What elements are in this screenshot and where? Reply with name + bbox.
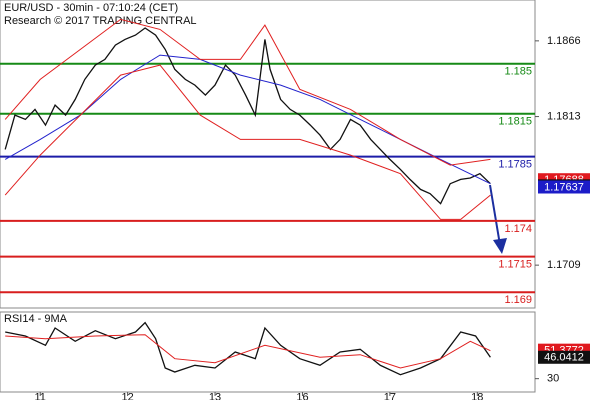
rsi-panel [0, 311, 536, 393]
y-tick-label: 1.1709 [547, 259, 581, 271]
x-tick-label: 11 [35, 391, 46, 400]
series-line [5, 334, 491, 369]
level-label: 1.1715 [498, 258, 532, 270]
rsi-title: RSI14 - 9MA [4, 313, 68, 325]
x-tick-label: 17 [384, 391, 396, 400]
forecast-arrow [489, 184, 507, 254]
chart-subtitle: Research © 2017 TRADING CENTRAL [4, 15, 197, 27]
series-line [4, 18, 491, 166]
series-line [4, 64, 491, 220]
x-tick-label: 12 [122, 391, 134, 400]
y-tick-label: 1.1866 [547, 35, 581, 47]
x-tick-label: 16 [296, 391, 308, 400]
series-line [4, 27, 491, 205]
chart-title: EUR/USD - 30min - 07:10:24 (CET) [4, 2, 178, 14]
y-tick-label: 1.1813 [547, 110, 581, 122]
price-panel [0, 0, 536, 309]
level-label: 1.174 [504, 223, 532, 235]
price-marker [538, 180, 590, 194]
y-tick-label: 30 [547, 373, 559, 385]
level-label: 1.185 [504, 66, 532, 78]
level-label: 1.1815 [498, 116, 532, 128]
price-marker-label: 1.17637 [544, 181, 584, 193]
x-tick-label: 13 [209, 391, 221, 400]
series-line [5, 321, 491, 376]
price-marker-label: 46.0412 [544, 352, 584, 364]
price-marker [538, 350, 590, 364]
level-label: 1.169 [504, 294, 532, 306]
x-tick-label: 18 [471, 391, 483, 400]
level-label: 1.1785 [498, 158, 532, 170]
